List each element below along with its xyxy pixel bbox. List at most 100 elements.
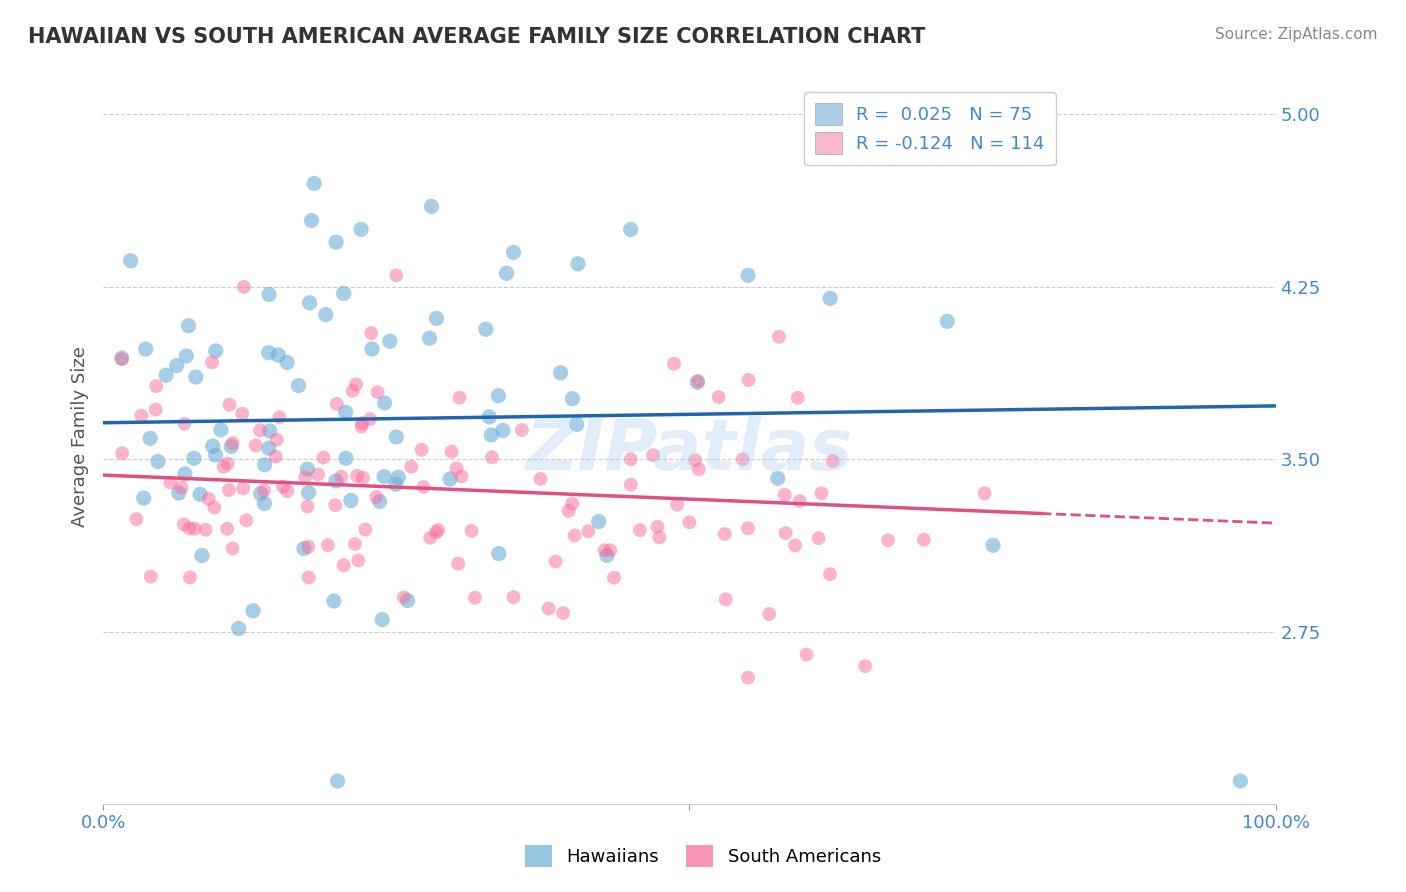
South Americans (326, 397, 349, 411)
South Americans (714, 592, 737, 607)
South Americans (713, 527, 735, 541)
South Americans (662, 357, 685, 371)
Hawaiians (322, 594, 344, 608)
South Americans (758, 607, 780, 621)
South Americans (350, 419, 373, 434)
Hawaiians (292, 541, 315, 556)
South Americans (775, 526, 797, 541)
South Americans (276, 484, 298, 499)
South Americans (266, 433, 288, 447)
South Americans (367, 385, 389, 400)
South Americans (342, 384, 364, 398)
Hawaiians (287, 378, 309, 392)
South Americans (643, 448, 665, 462)
South Americans (419, 531, 441, 545)
Hawaiians (596, 549, 619, 563)
Hawaiians (253, 497, 276, 511)
South Americans (269, 410, 291, 425)
South Americans (427, 523, 450, 537)
Hawaiians (257, 287, 280, 301)
Hawaiians (418, 331, 440, 345)
Hawaiians (368, 494, 391, 508)
South Americans (173, 517, 195, 532)
Hawaiians (173, 467, 195, 481)
South Americans (218, 483, 240, 497)
Hawaiians (120, 253, 142, 268)
Legend: R =  0.025   N = 75, R = -0.124   N = 114: R = 0.025 N = 75, R = -0.124 N = 114 (804, 92, 1056, 165)
Hawaiians (561, 392, 583, 406)
Hawaiians (299, 213, 322, 227)
Hawaiians (374, 396, 396, 410)
Hawaiians (766, 471, 789, 485)
South Americans (853, 659, 876, 673)
South Americans (145, 379, 167, 393)
South Americans (737, 671, 759, 685)
South Americans (385, 268, 408, 283)
Hawaiians (335, 451, 357, 466)
South Americans (449, 391, 471, 405)
South Americans (818, 567, 841, 582)
Hawaiians (325, 474, 347, 488)
Hawaiians (981, 538, 1004, 552)
South Americans (125, 512, 148, 526)
South Americans (352, 471, 374, 485)
Hawaiians (315, 308, 337, 322)
South Americans (179, 570, 201, 584)
South Americans (249, 423, 271, 437)
Hawaiians (425, 311, 447, 326)
Hawaiians (340, 493, 363, 508)
South Americans (139, 569, 162, 583)
South Americans (217, 457, 239, 471)
South Americans (620, 477, 643, 491)
South Americans (111, 446, 134, 460)
South Americans (231, 407, 253, 421)
South Americans (221, 541, 243, 556)
South Americans (440, 444, 463, 458)
Hawaiians (1229, 774, 1251, 789)
South Americans (768, 330, 790, 344)
Hawaiians (228, 622, 250, 636)
Hawaiians (325, 235, 347, 249)
Hawaiians (350, 222, 373, 236)
South Americans (807, 531, 830, 545)
South Americans (564, 528, 586, 542)
South Americans (232, 481, 254, 495)
South Americans (773, 488, 796, 502)
Hawaiians (335, 405, 357, 419)
Hawaiians (204, 448, 226, 462)
South Americans (359, 412, 381, 426)
South Americans (553, 606, 575, 620)
South Americans (297, 540, 319, 554)
South Americans (312, 450, 335, 465)
Hawaiians (385, 430, 408, 444)
Hawaiians (298, 295, 321, 310)
South Americans (648, 530, 671, 544)
Hawaiians (565, 417, 588, 432)
South Americans (678, 516, 700, 530)
South Americans (354, 523, 377, 537)
South Americans (271, 480, 294, 494)
South Americans (343, 537, 366, 551)
South Americans (599, 543, 621, 558)
South Americans (510, 423, 533, 437)
South Americans (411, 442, 433, 457)
Hawaiians (439, 472, 461, 486)
South Americans (683, 453, 706, 467)
South Americans (221, 436, 243, 450)
South Americans (183, 522, 205, 536)
Hawaiians (686, 376, 709, 390)
Hawaiians (146, 454, 169, 468)
South Americans (786, 391, 808, 405)
South Americans (401, 459, 423, 474)
Hawaiians (297, 462, 319, 476)
South Americans (576, 524, 599, 539)
Hawaiians (332, 286, 354, 301)
South Americans (323, 498, 346, 512)
South Americans (603, 571, 626, 585)
South Americans (593, 543, 616, 558)
South Americans (145, 402, 167, 417)
South Americans (425, 525, 447, 540)
South Americans (366, 490, 388, 504)
South Americans (544, 555, 567, 569)
South Americans (212, 459, 235, 474)
